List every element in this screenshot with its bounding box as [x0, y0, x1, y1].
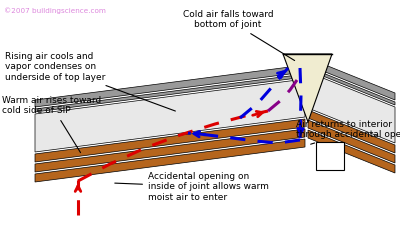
Text: Warm air rises toward
cold side of SIP: Warm air rises toward cold side of SIP — [2, 96, 101, 153]
Polygon shape — [35, 129, 305, 172]
Text: Air returns to interior
through accidental opening: Air returns to interior through accident… — [296, 120, 400, 144]
Polygon shape — [308, 130, 395, 173]
Polygon shape — [35, 139, 305, 182]
Text: Accidental opening on
inside of joint allows warm
moist air to enter: Accidental opening on inside of joint al… — [115, 172, 269, 202]
Polygon shape — [308, 67, 395, 105]
Text: ©2007 buildingscience.com: ©2007 buildingscience.com — [4, 7, 106, 14]
Polygon shape — [35, 79, 305, 152]
Polygon shape — [35, 65, 305, 107]
Polygon shape — [308, 72, 395, 143]
Bar — [316, 142, 344, 170]
Polygon shape — [308, 120, 395, 163]
Polygon shape — [308, 58, 395, 100]
Text: Rising air cools and
vapor condenses on
underside of top layer: Rising air cools and vapor condenses on … — [5, 52, 175, 111]
Text: Cold air falls toward
bottom of joint: Cold air falls toward bottom of joint — [183, 10, 295, 60]
Polygon shape — [35, 74, 305, 112]
Polygon shape — [35, 119, 305, 162]
Polygon shape — [283, 54, 332, 122]
Polygon shape — [308, 110, 395, 153]
